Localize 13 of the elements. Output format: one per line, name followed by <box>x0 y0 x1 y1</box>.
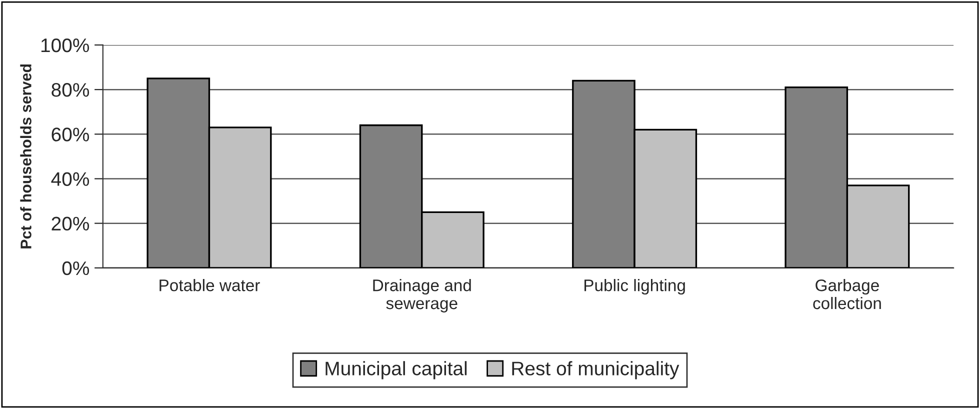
y-tick-label: 100% <box>41 38 90 52</box>
y-tick-label: 40% <box>51 172 90 186</box>
legend-label: Rest of municipality <box>512 361 680 380</box>
x-tick-label: Potable water <box>160 279 260 292</box>
x-tick-label: Public lighting <box>584 279 685 295</box>
y-tick-label: 20% <box>52 216 90 231</box>
y-axis-title: Pct of households served <box>20 64 32 248</box>
y-tick-label: 80% <box>52 83 90 97</box>
legend-label: Municipal capital <box>326 361 467 380</box>
x-tick-label: Garbage collection <box>813 279 881 310</box>
y-tick-label: 0% <box>62 261 90 276</box>
x-tick-label: Drainage and sewerage <box>373 279 471 312</box>
y-tick-label: 60% <box>52 128 90 142</box>
